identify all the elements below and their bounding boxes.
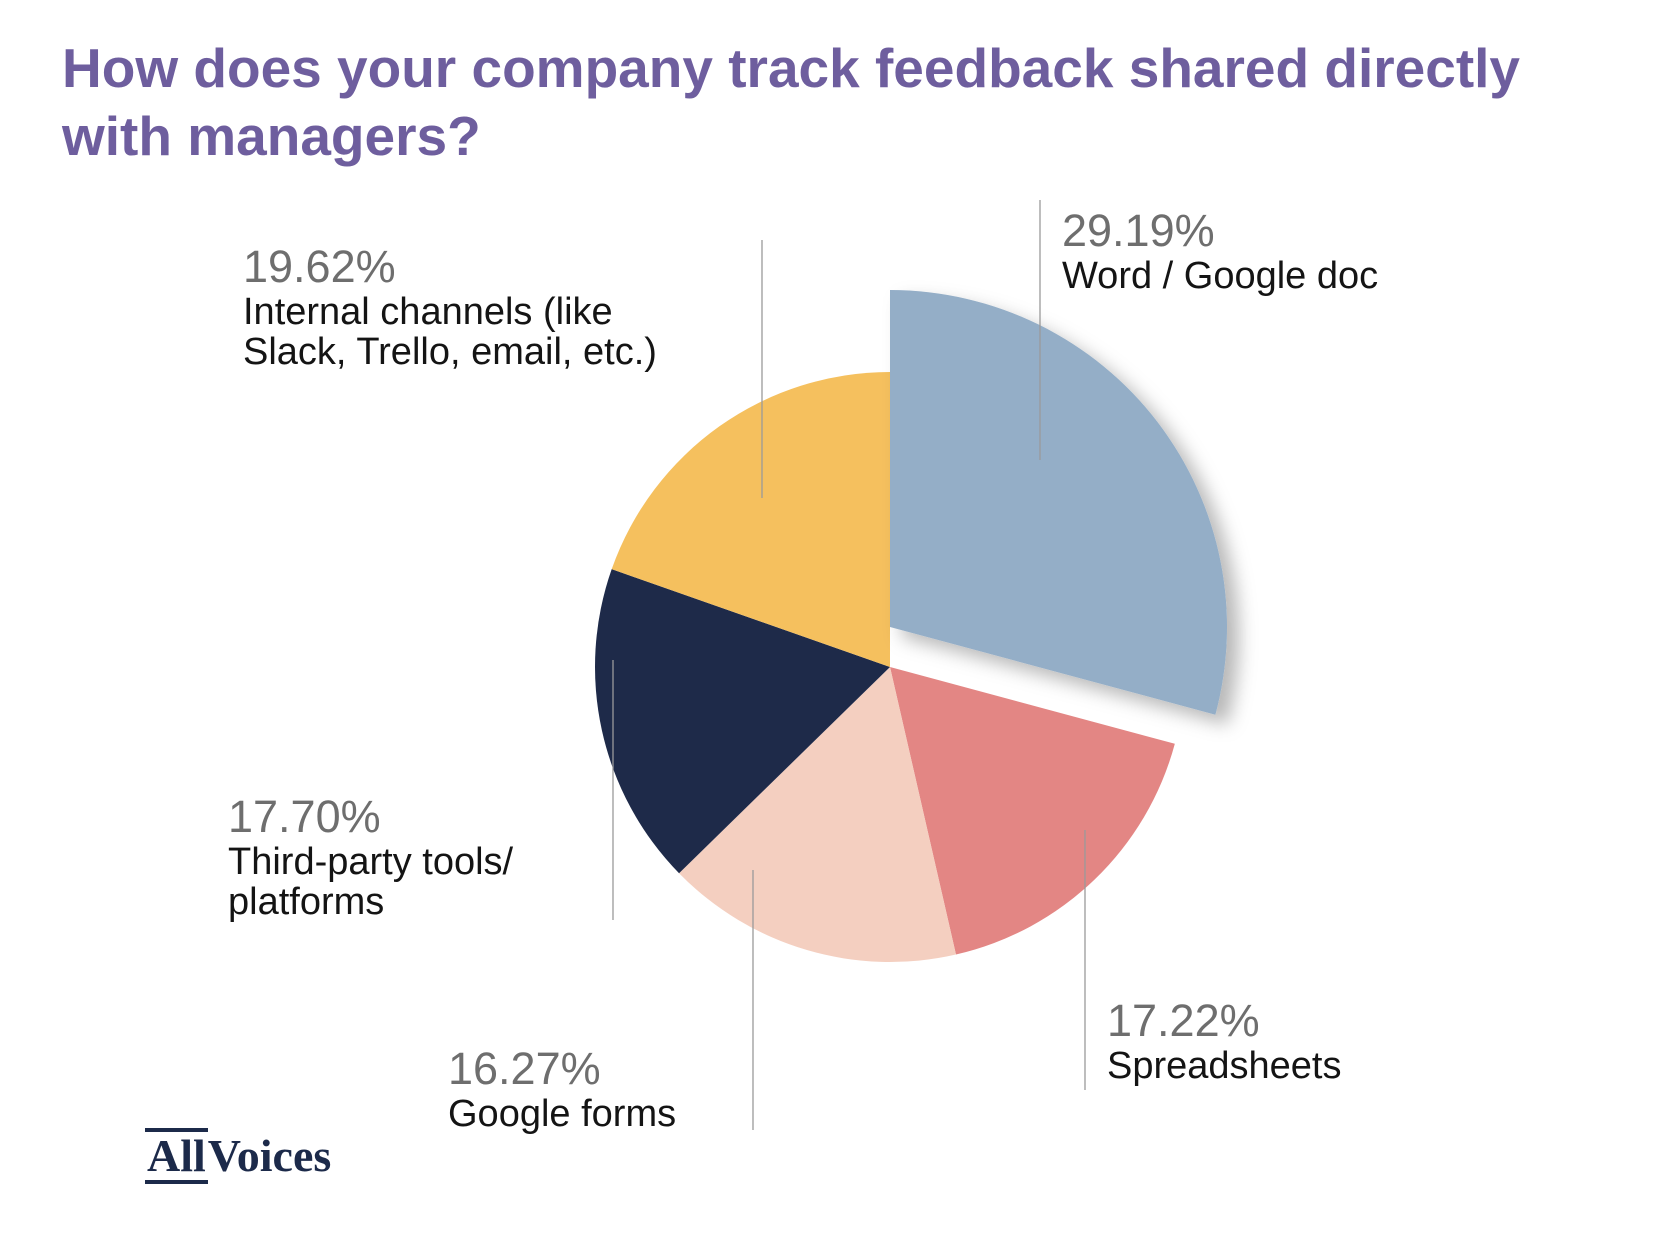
logo-text-all: All [145, 1128, 208, 1184]
slice-label-spreadsheets: Spreadsheets [1107, 1045, 1342, 1087]
slice-percent-internal-channels-like-slack-trello-email-etc: 19.62% [243, 241, 396, 292]
slice-label-internal-channels-like-slack-trello-email-etc-line-1: Internal channels (like [243, 291, 613, 333]
pie-slice-spreadsheets [890, 667, 1175, 955]
slice-percent-spreadsheets: 17.22% [1107, 995, 1260, 1046]
chart-title: How does your company track feedback sha… [62, 37, 1521, 167]
pie-slice-google-forms [679, 667, 956, 962]
slice-percent-google-forms: 16.27% [448, 1043, 601, 1094]
slice-label-internal-channels-like-slack-trello-email-etc-line-2: Slack, Trello, email, etc.) [243, 331, 657, 373]
slice-percent-third-party-tools-platforms: 17.70% [228, 791, 381, 842]
slice-labels: 29.19%Word / Google doc 17.22%Spreadsheet… [228, 205, 1378, 1135]
slice-label-third-party-tools-platforms-line-1: Third-party tools/ [228, 841, 514, 883]
pie-slices [594, 290, 1227, 962]
leader-lines [612, 200, 1086, 1130]
slice-label-word-google-doc: Word / Google doc [1062, 255, 1378, 297]
pie-slice-third-party-tools-platforms [594, 569, 890, 874]
slice-label-google-forms: Google forms [448, 1093, 676, 1135]
slice-percent-word-google-doc: 29.19% [1062, 205, 1215, 256]
pie-slice-internal-channels-like-slack-trello-email-etc [611, 372, 890, 667]
allvoices-logo: AllVoices [145, 1128, 331, 1192]
logo-text-voices: Voices [207, 1130, 332, 1181]
slice-label-third-party-tools-platforms-line-2: platforms [228, 881, 384, 923]
pie-slice-word-google-doc [890, 290, 1227, 715]
